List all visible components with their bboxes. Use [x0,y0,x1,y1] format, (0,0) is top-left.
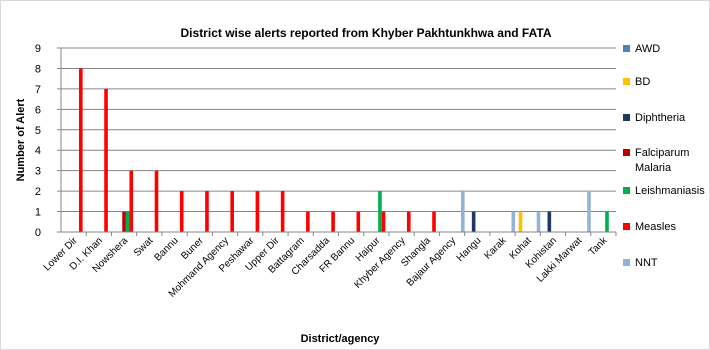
legend-swatch [623,78,630,85]
bar-measles [79,68,83,232]
bar-leishmaniasis [605,211,609,232]
y-tick-label: 2 [35,186,41,198]
bar-measles [205,191,209,232]
legend-swatch [623,223,630,230]
y-tick-label: 6 [35,104,41,116]
legend-swatch [623,149,630,156]
bar-measles [381,211,386,232]
y-tick-label: 3 [35,166,41,178]
legend-swatch [623,259,630,266]
bar-measles [104,88,108,232]
legend-swatch [623,187,630,194]
legend-label: NNT [635,257,658,269]
y-tick-label: 1 [35,207,41,219]
bar-measles [356,211,361,232]
bar-diphtheria [471,211,476,232]
bar-measles [306,211,310,232]
bar-nnt [536,211,541,232]
gridlines [61,47,616,213]
x-tick-label: Karak [482,235,509,262]
bar-measles [406,211,411,232]
y-tick-label: 9 [35,43,41,55]
y-tick-label: 8 [35,63,41,75]
bar-measles [154,170,159,232]
bar-falciparum-malaria [122,211,126,232]
y-tick-label: 0 [35,227,41,239]
bar-nnt [511,211,516,232]
legend-label: AWD [635,43,660,55]
bar-measles [129,170,134,232]
legend-label: Diphtheria [635,112,686,124]
legend-label: BD [635,76,650,88]
x-tick-label: Hangu [455,235,484,264]
x-tick-label: Tank [587,235,610,258]
bar-bd [518,211,523,232]
bar-measles [280,191,285,232]
bar-leishmaniasis [125,211,130,232]
legend-swatch [623,45,630,52]
bar-measles [179,191,184,232]
bar-measles [230,191,234,232]
y-axis-ticks: 0 1 2 3 4 5 6 7 8 9 [35,43,61,239]
bar-measles [331,211,335,232]
bar-nnt [587,191,591,232]
bar-measles [255,191,260,232]
y-tick-label: 7 [35,84,41,96]
bar-leishmaniasis [378,191,382,232]
bars [79,68,609,232]
y-axis-title: Number of Alert [15,98,27,181]
x-axis-title: District/agency [301,333,381,345]
bar-nnt [461,191,465,232]
x-tick-label: Lakki Marwat [535,235,585,285]
legend: AWD BD Diphtheria Falciparum Malaria Leishman… [623,43,705,269]
bar-diphtheria [547,211,552,232]
y-tick-label: 4 [35,145,41,157]
y-tick-label: 5 [35,125,41,137]
x-tick-label: Bannu [152,235,180,263]
chart-title: District wise alerts reported from Khybe… [181,26,552,40]
legend-swatch [623,114,630,121]
bar-measles [432,211,436,232]
legend-label: Measles [635,221,676,233]
legend-label: Leishmaniasis [635,185,705,197]
legend-label: Falciparum Malaria [635,147,689,174]
